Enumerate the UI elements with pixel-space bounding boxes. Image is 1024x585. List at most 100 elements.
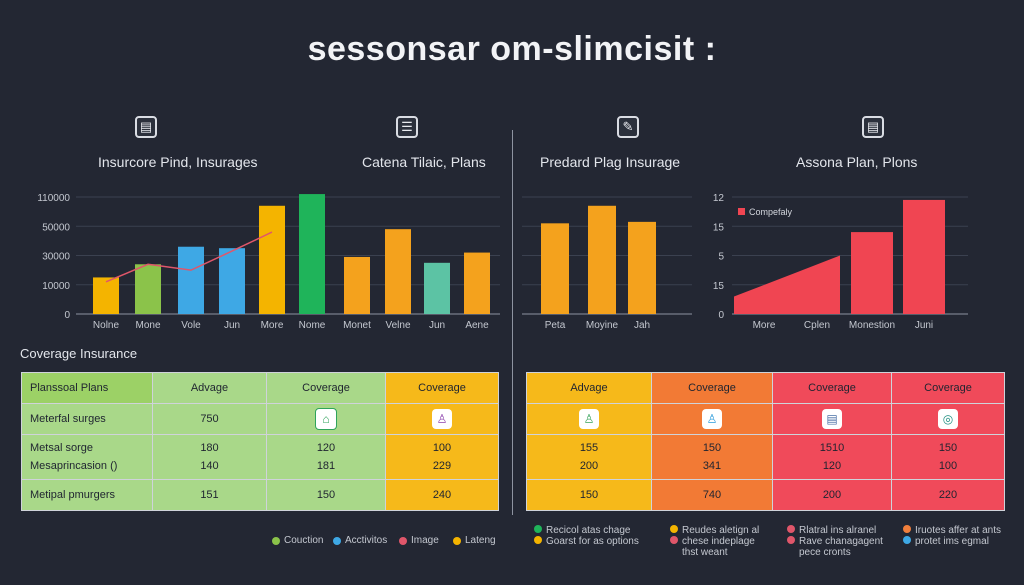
x-tick-label: Jun <box>224 320 240 331</box>
coverage-table-left: Planssoal Plans Advage Coverage Coverage… <box>21 372 499 511</box>
bar <box>903 199 945 314</box>
x-tick-label: Peta <box>545 320 566 331</box>
chart-title-4: Assona Plan, Plons <box>796 154 918 170</box>
user-icon: ♙ <box>432 409 452 429</box>
table-row: 150 740 200 220 <box>526 479 1005 511</box>
bar <box>219 248 245 314</box>
table-cell: 1510 120 <box>772 434 892 480</box>
bar <box>424 262 450 314</box>
legend-swatch <box>738 208 745 215</box>
list-icon: ☰ <box>396 116 418 138</box>
document-icon: ▤ <box>135 116 157 138</box>
table-cell: 240 <box>385 479 499 511</box>
bar <box>259 205 285 314</box>
edit-icon: ✎ <box>617 116 639 138</box>
table-cell: 150 <box>266 479 386 511</box>
bar <box>178 246 204 314</box>
x-tick-label: Velne <box>385 320 410 331</box>
y-tick-label: 0 <box>718 310 724 321</box>
y-tick-label: 5 <box>718 252 724 263</box>
legend-label: Compefaly <box>749 207 793 217</box>
table-cell: ♙ <box>651 403 773 435</box>
table-cell: 150 100 <box>891 434 1005 480</box>
bar <box>851 232 893 314</box>
profile-icon: ♙ <box>702 409 722 429</box>
header-cell: Coverage <box>772 372 892 404</box>
header-cell: Advage <box>526 372 652 404</box>
y-tick-label: 50000 <box>42 222 70 233</box>
y-tick-label: 15 <box>713 222 725 233</box>
person-icon: ♙ <box>579 409 599 429</box>
x-tick-label: Monestion <box>849 320 895 331</box>
x-tick-label: More <box>261 320 284 331</box>
header-cell: Planssoal Plans <box>21 372 153 404</box>
header-cell: Coverage <box>385 372 499 404</box>
row-label: Metipal pmurgers <box>21 479 153 511</box>
bar <box>135 264 161 314</box>
bar <box>385 229 411 314</box>
home-icon: ⌂ <box>315 408 337 430</box>
header-cell: Advage <box>152 372 267 404</box>
row-label: Metsal sorge Mesaprincasion () <box>21 434 153 480</box>
note-block: Reudes aletign al chese indeplage thst w… <box>670 525 759 558</box>
table-cell: ◎ <box>891 403 1005 435</box>
legend-item: Lateng <box>453 535 496 546</box>
table-cell: 200 <box>772 479 892 511</box>
table-row: Metipal pmurgers 151 150 240 <box>21 479 499 511</box>
coverage-table-right: Advage Coverage Coverage Coverage ♙ ♙ ▤ … <box>526 372 1005 511</box>
y-tick-label: 30000 <box>42 252 70 263</box>
note-block: Iruotes affer at ants protet ims egmal <box>903 525 1001 547</box>
table-header-row: Advage Coverage Coverage Coverage <box>526 372 1005 404</box>
table-cell: 180 140 <box>152 434 267 480</box>
x-tick-label: Aene <box>465 320 489 331</box>
y-tick-label: 15 <box>713 281 725 292</box>
bar <box>464 252 490 314</box>
table-cell: 750 <box>152 403 267 435</box>
chart-title-3: Predard Plag Insurage <box>540 154 681 170</box>
x-tick-label: Jah <box>634 320 650 331</box>
legend-item: Acctivitos <box>333 535 387 546</box>
table-cell: 150 341 <box>651 434 773 480</box>
x-tick-label: Mone <box>135 320 160 331</box>
doc-icon: ▤ <box>822 409 842 429</box>
bar <box>344 256 370 314</box>
table-cell: 151 <box>152 479 267 511</box>
clipboard-icon: ▤ <box>862 116 884 138</box>
bar <box>541 223 569 314</box>
y-tick-label: 10000 <box>42 281 70 292</box>
table-row: Metsal sorge Mesaprincasion () 180 140 120… <box>21 434 499 480</box>
chart-title-1: Insurcore Pind, Insurages <box>98 154 258 170</box>
bar <box>588 205 616 314</box>
x-tick-label: Jun <box>429 320 445 331</box>
header-cell: Coverage <box>266 372 386 404</box>
x-tick-label: More <box>753 320 776 331</box>
bar <box>93 277 119 314</box>
section-label: Coverage Insurance <box>20 346 138 361</box>
table-cell: ♙ <box>526 403 652 435</box>
header-cell: Coverage <box>891 372 1005 404</box>
area-series <box>734 255 840 314</box>
table-cell: ▤ <box>772 403 892 435</box>
table-header-row: Planssoal Plans Advage Coverage Coverage <box>21 372 499 404</box>
table-row: ♙ ♙ ▤ ◎ <box>526 403 1005 435</box>
charts-canvas: 0 10000 30000 50000 110000 Nolne Mone Vole Jun Mo… <box>37 193 968 331</box>
series-line <box>105 231 273 283</box>
table-cell: 740 <box>651 479 773 511</box>
y-tick-label: 12 <box>713 193 725 204</box>
x-tick-label: Juni <box>915 320 933 331</box>
globe-icon: ◎ <box>938 409 958 429</box>
note-block: Rlatral ins alranel Rave chanagagent pec… <box>787 525 883 558</box>
table-row: Meterfal surges 750 ⌂ ♙ <box>21 403 499 435</box>
table-cell: ♙ <box>385 403 499 435</box>
x-tick-label: Vole <box>181 320 201 331</box>
table-cell: 100 229 <box>385 434 499 480</box>
x-tick-label: Nome <box>299 320 326 331</box>
y-tick-label: 0 <box>64 310 70 321</box>
row-label: Meterfal surges <box>21 403 153 435</box>
x-tick-label: Nolne <box>93 320 120 331</box>
table-cell: 120 181 <box>266 434 386 480</box>
table-cell: 155 200 <box>526 434 652 480</box>
table-cell: 220 <box>891 479 1005 511</box>
center-divider <box>512 130 513 515</box>
bar <box>299 194 325 314</box>
